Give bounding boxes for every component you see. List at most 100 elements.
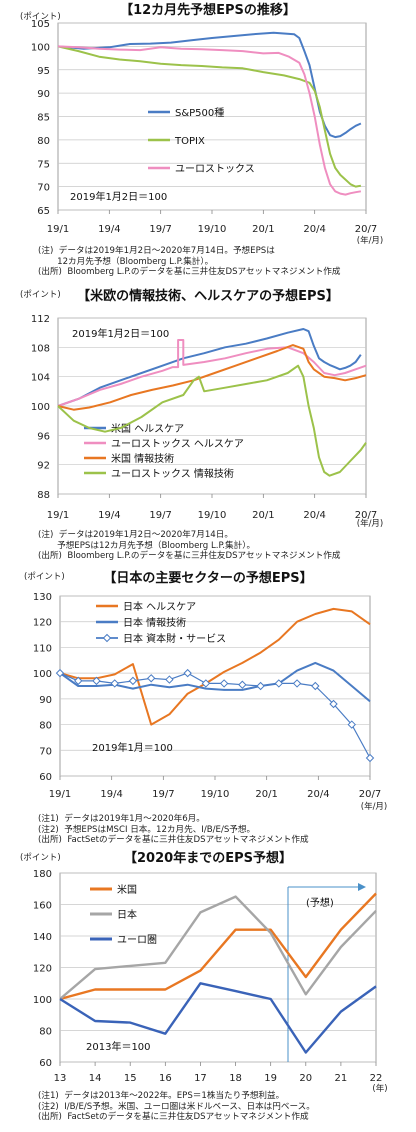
x-axis-unit: (年/月): [361, 801, 388, 812]
base-annotation: 2019年1月2日＝100: [72, 327, 169, 340]
note-line: (出所) Bloomberg L.P.のデータを基に三井住友DSアセットマネジメ…: [38, 551, 341, 562]
series-line-3: [57, 344, 367, 411]
note-line: (注2) 予想EPSはMSCI 日本。12カ月先、I/B/E/S予想。: [38, 824, 256, 835]
note-line: (注) データは2019年1月2日～2020年7月14日。: [38, 530, 233, 540]
chart-notes: (注) データは2019年1月2日～2020年7月14日。 予想EPSは12カ月…: [38, 530, 341, 562]
y-tick-label: 130: [33, 592, 52, 603]
note-line: (出所) FactSetのデータを基に三井住友DSアセットマネジメント作成: [38, 835, 309, 846]
y-tick-label: 90: [39, 695, 52, 706]
legend-label: 日本 資本財・サービス: [123, 632, 226, 645]
chart-title: 【米欧の情報技術、ヘルスケアの予想EPS】: [77, 288, 339, 304]
data-point: [274, 679, 284, 688]
y-tick-label: 75: [37, 159, 50, 170]
y-tick-label: 70: [37, 183, 50, 194]
data-point: [201, 679, 211, 688]
legend-label: 米国: [117, 883, 137, 896]
data-point: [292, 679, 302, 688]
legend-label: 米国 情報技術: [111, 452, 174, 465]
data-point: [256, 681, 265, 691]
legend-label: 日本 ヘルスケア: [123, 600, 196, 613]
x-axis-unit: (年/月): [357, 235, 384, 246]
series-line-3: [57, 45, 362, 196]
x-tick-label: 20/4: [303, 224, 325, 235]
note-line: 予想EPSは12カ月先予想（Bloomberg L.P.集計）。: [38, 540, 256, 551]
chart-title: 【日本の主要セクターの予想EPS】: [103, 570, 312, 586]
data-point: [219, 679, 229, 688]
y-axis-unit: (ポイント): [20, 12, 61, 22]
y-tick-label: 160: [33, 901, 52, 912]
y-tick-label: 110: [33, 643, 52, 654]
x-tick-label: 20/1: [255, 789, 277, 800]
y-tick-label: 104: [31, 373, 50, 384]
x-tick-label: 20/1: [252, 510, 274, 521]
x-axis-unit: (年/月): [357, 518, 384, 529]
y-tick-label: 92: [37, 461, 50, 472]
y-tick-label: 65: [37, 206, 50, 217]
data-point: [165, 675, 174, 684]
legend-label: ユーロ圏: [117, 934, 157, 946]
legend-label: 米国 ヘルスケア: [111, 422, 184, 435]
x-tick-label: 19/10: [198, 510, 227, 521]
x-tick-label: 20: [299, 1073, 312, 1084]
series-line-2: [59, 661, 371, 703]
legend-label: ユーロストックス: [175, 163, 255, 175]
legend-label: S&P500種: [175, 106, 224, 119]
note-line: 12カ月先予想（Bloomberg L.P.集計）。: [38, 256, 214, 267]
y-tick-label: 88: [37, 490, 50, 501]
chart-3: 【日本の主要セクターの予想EPS】 (ポイント) 60 70 80 90 100 110 120…: [24, 570, 387, 812]
series-line-1: [57, 31, 362, 139]
x-tick-label: 20/7: [359, 789, 381, 800]
data-point: [347, 720, 356, 729]
y-axis-unit: (ポイント): [20, 290, 61, 300]
note-line: (注1) データは2013年～2022年。EPS＝1株当たり予想利益。: [38, 1091, 285, 1101]
y-tick-label: 80: [37, 136, 50, 147]
x-tick-label: 20/4: [307, 789, 329, 800]
base-annotation: 2019年1月2日＝100: [70, 190, 167, 203]
x-tick-label: 19/1: [47, 224, 69, 235]
data-point: [92, 676, 101, 686]
forecast-arrowhead: [358, 883, 366, 891]
y-tick-label: 120: [33, 618, 52, 629]
y-tick-label: 60: [39, 1058, 52, 1069]
y-tick-label: 140: [33, 932, 52, 943]
note-line: (注) データは2019年1月2日～2020年7月14日。予想EPSは: [38, 246, 275, 256]
x-tick-label: 19/10: [198, 224, 227, 235]
legend-marker: [102, 633, 112, 643]
legend-label: 日本: [117, 908, 137, 921]
chart-1: 【12カ月先予想EPSの推移】 (ポイント) 65 70 75 80 85 90 95 100 10…: [20, 2, 383, 246]
x-tick-label: 17: [194, 1073, 207, 1084]
y-axis-unit: (ポイント): [20, 853, 61, 863]
x-tick-label: 19/4: [98, 224, 120, 235]
y-axis-unit: (ポイント): [24, 572, 65, 582]
y-tick-label: 100: [33, 669, 52, 680]
x-tick-label: 20/1: [252, 224, 274, 235]
data-point: [110, 679, 119, 688]
base-annotation: 2013年＝100: [86, 1040, 151, 1053]
note-line: (出所) FactSetのデータを基に三井住友DSアセットマネジメント作成: [38, 1112, 309, 1123]
y-tick-label: 100: [33, 995, 52, 1006]
series-line-2: [57, 339, 367, 407]
y-tick-label: 80: [39, 1027, 52, 1038]
y-tick-label: 180: [33, 869, 52, 880]
forecast-label: (予想): [306, 896, 334, 909]
series-line-1: [59, 892, 377, 1001]
x-tick-label: 21: [335, 1073, 348, 1084]
legend-label: TOPIX: [174, 136, 205, 147]
legend-label: ユーロストックス 情報技術: [111, 467, 234, 480]
x-tick-label: 19/4: [100, 789, 122, 800]
series-line-2: [59, 895, 377, 1000]
note-line: (注1) データは2019年1月～2020年6月。: [38, 814, 205, 824]
data-point: [74, 676, 83, 686]
y-tick-label: 70: [39, 746, 52, 757]
data-point: [146, 674, 156, 683]
chart-notes: (注1) データは2019年1月～2020年6月。 (注2) 予想EPSはMSCI…: [38, 814, 309, 846]
data-point: [238, 680, 247, 689]
x-tick-label: 22: [370, 1073, 383, 1084]
series-line-3: [59, 982, 377, 1054]
legend-label: 日本 情報技術: [123, 616, 186, 629]
data-point: [55, 668, 65, 678]
legend-label: ユーロストックス ヘルスケア: [111, 438, 244, 450]
y-tick-label: 96: [37, 431, 50, 442]
x-tick-label: 15: [124, 1073, 137, 1084]
